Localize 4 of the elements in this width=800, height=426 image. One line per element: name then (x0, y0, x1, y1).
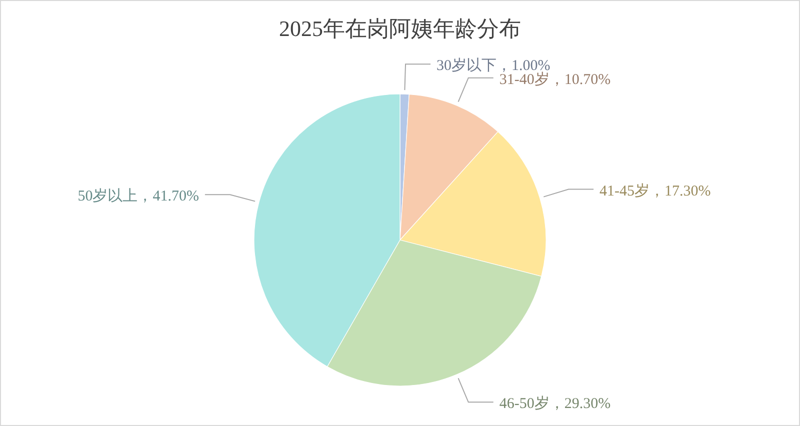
slice-label: 41-45岁，17.30% (600, 182, 711, 200)
chart-title: 2025年在岗阿姨年龄分布 (279, 16, 521, 41)
slice-label: 50岁以上，41.70% (78, 188, 199, 205)
slice-label: 46-50岁，29.30% (499, 395, 611, 412)
